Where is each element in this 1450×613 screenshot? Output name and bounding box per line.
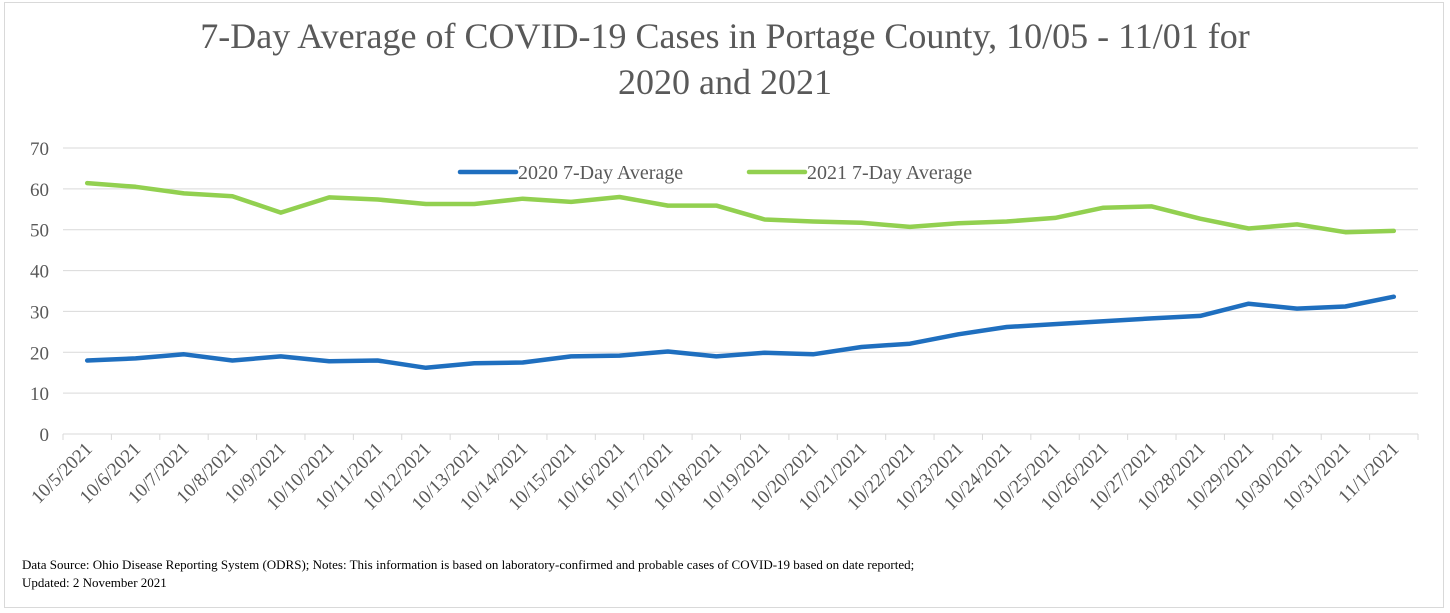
gridlines xyxy=(63,147,1418,435)
footnote-line2: Updated: 2 November 2021 xyxy=(22,575,167,590)
y-tick-label: 10 xyxy=(30,384,49,405)
y-tick-label: 0 xyxy=(40,425,50,446)
legend: 2020 7-Day Average 2021 7-Day Average xyxy=(457,162,972,184)
footnote-line1: Data Source: Ohio Disease Reporting Syst… xyxy=(22,557,915,572)
legend-label-1: 2020 7-Day Average xyxy=(518,162,683,184)
chart-title-line2: 2020 and 2021 xyxy=(618,62,832,102)
chart-title: 7-Day Average of COVID-19 Cases in Porta… xyxy=(5,13,1445,105)
data-source-note: Data Source: Ohio Disease Reporting Syst… xyxy=(22,556,1122,592)
series-line-1 xyxy=(84,294,1397,371)
series-lines xyxy=(84,180,1397,371)
y-tick-label: 50 xyxy=(30,221,49,242)
line-chart: 0 10 20 30 40 50 60 70 10/5/202110/6/202110/7/2… xyxy=(27,139,1419,515)
y-tick-label: 60 xyxy=(30,180,49,201)
y-axis-ticks: 0 10 20 30 40 50 60 70 xyxy=(30,139,49,446)
x-axis: 10/5/202110/6/202110/7/202110/8/202110/9… xyxy=(27,433,1419,515)
y-tick-label: 70 xyxy=(30,139,49,160)
y-tick-label: 20 xyxy=(30,343,49,364)
y-tick-label: 30 xyxy=(30,302,49,323)
chart-title-line1: 7-Day Average of COVID-19 Cases in Porta… xyxy=(200,16,1250,56)
series-line-2 xyxy=(84,180,1397,235)
chart-frame: 7-Day Average of COVID-19 Cases in Porta… xyxy=(4,2,1444,608)
legend-label-2: 2021 7-Day Average xyxy=(807,162,972,184)
y-tick-label: 40 xyxy=(30,262,49,283)
